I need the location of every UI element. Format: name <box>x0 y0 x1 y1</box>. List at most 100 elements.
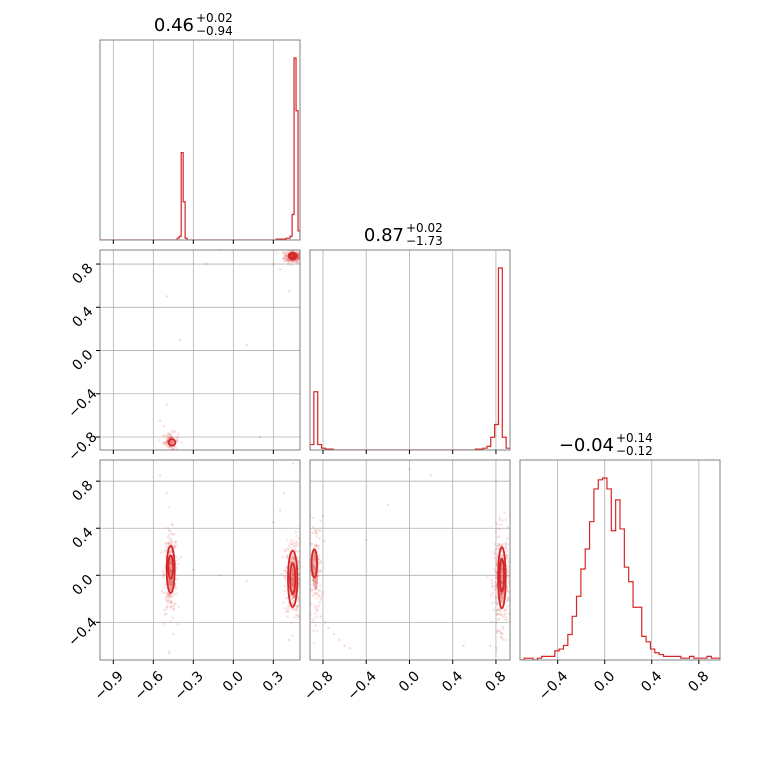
sample-point <box>313 568 316 572</box>
sample-point <box>258 435 262 439</box>
sample-point <box>169 565 172 568</box>
sample-point <box>292 594 295 598</box>
sample-point <box>166 594 170 597</box>
sample-point <box>500 592 504 595</box>
y-tick-label: 0.8 <box>69 260 96 287</box>
sample-point <box>314 606 317 609</box>
sample-point <box>292 580 295 584</box>
sample-point <box>506 585 509 588</box>
sample-point <box>166 601 169 604</box>
panel-2-0: −0.9 −0.6 −0.3 0.0 0.3 −0.4 0.0 0.4 0.8 <box>65 459 303 704</box>
sample-point <box>288 545 291 548</box>
sample-point <box>169 599 173 603</box>
sample-point <box>300 537 303 540</box>
sample-point <box>311 594 315 598</box>
sample-point <box>490 578 493 582</box>
sample-point <box>166 591 169 595</box>
sample-point <box>168 436 172 439</box>
sample-point <box>499 593 502 597</box>
sample-point <box>506 599 510 602</box>
sample-point <box>494 646 498 649</box>
sample-point <box>170 583 173 586</box>
sample-point <box>343 644 346 648</box>
sample-point <box>499 635 503 639</box>
sample-point <box>296 615 300 619</box>
sample-point <box>504 546 508 550</box>
sample-point <box>462 644 465 648</box>
sample-point <box>490 594 493 597</box>
sample-point <box>292 260 296 264</box>
sample-point <box>171 440 174 443</box>
sample-point <box>494 584 498 588</box>
sample-point <box>297 253 300 257</box>
sample-point <box>174 586 177 590</box>
sample-point <box>303 256 306 259</box>
sample-point <box>158 419 162 423</box>
sample-point <box>284 578 287 582</box>
sample-point <box>505 553 509 556</box>
sample-point <box>297 260 300 264</box>
sample-point <box>168 596 172 600</box>
x-tick-label: 0.0 <box>396 668 423 695</box>
sample-point <box>494 530 498 534</box>
sample-point <box>164 598 168 601</box>
sample-point <box>289 247 292 250</box>
sample-point <box>165 441 169 445</box>
sample-point <box>501 596 504 600</box>
sample-point <box>171 616 174 619</box>
sample-point <box>245 579 248 583</box>
sample-point <box>162 434 165 438</box>
sample-point <box>287 606 290 610</box>
sample-point <box>297 256 300 259</box>
sample-point <box>311 583 315 586</box>
sample-point <box>288 289 291 293</box>
sample-point <box>304 559 307 562</box>
sample-point <box>507 581 510 584</box>
sample-point <box>294 259 298 263</box>
sample-point <box>290 578 294 582</box>
sample-point <box>297 537 300 540</box>
density-contour <box>310 548 318 579</box>
sample-point <box>315 615 318 619</box>
sample-point <box>167 432 171 436</box>
sample-point <box>286 548 290 552</box>
sample-point <box>506 604 509 608</box>
sample-point <box>169 551 173 554</box>
sample-point <box>313 578 317 582</box>
sample-point <box>272 521 275 524</box>
sample-point <box>164 612 168 616</box>
sample-point <box>169 569 173 573</box>
sample-point <box>282 601 285 604</box>
y-tick-label: 0.0 <box>69 347 96 374</box>
sample-point <box>295 608 298 611</box>
sample-point <box>169 562 172 566</box>
title-median: 0.87 <box>364 225 404 246</box>
sample-point <box>291 556 295 560</box>
sample-point <box>291 576 294 579</box>
sample-point <box>311 578 315 582</box>
sample-point <box>291 569 295 573</box>
sample-point <box>180 441 184 444</box>
sample-point <box>317 544 321 548</box>
sample-point <box>498 518 501 521</box>
sample-point <box>495 630 499 634</box>
sample-point <box>158 474 162 477</box>
sample-point <box>295 544 299 547</box>
sample-point <box>174 555 178 558</box>
sample-point <box>317 547 320 550</box>
sample-point <box>501 638 505 641</box>
sample-point <box>163 442 167 445</box>
x-tick-label: 0.0 <box>220 668 247 695</box>
sample-point <box>315 587 319 591</box>
sample-point <box>284 259 288 263</box>
sample-point <box>310 589 314 592</box>
sample-point <box>317 575 320 578</box>
sample-point <box>507 565 510 569</box>
sample-point <box>169 571 172 575</box>
sample-point <box>287 610 290 613</box>
sample-point <box>506 596 510 600</box>
sample-point <box>312 617 315 621</box>
sample-point <box>289 539 292 542</box>
panel-2-1: −0.8 −0.4 0.0 0.4 0.8 <box>301 459 511 704</box>
sample-point <box>495 535 499 539</box>
